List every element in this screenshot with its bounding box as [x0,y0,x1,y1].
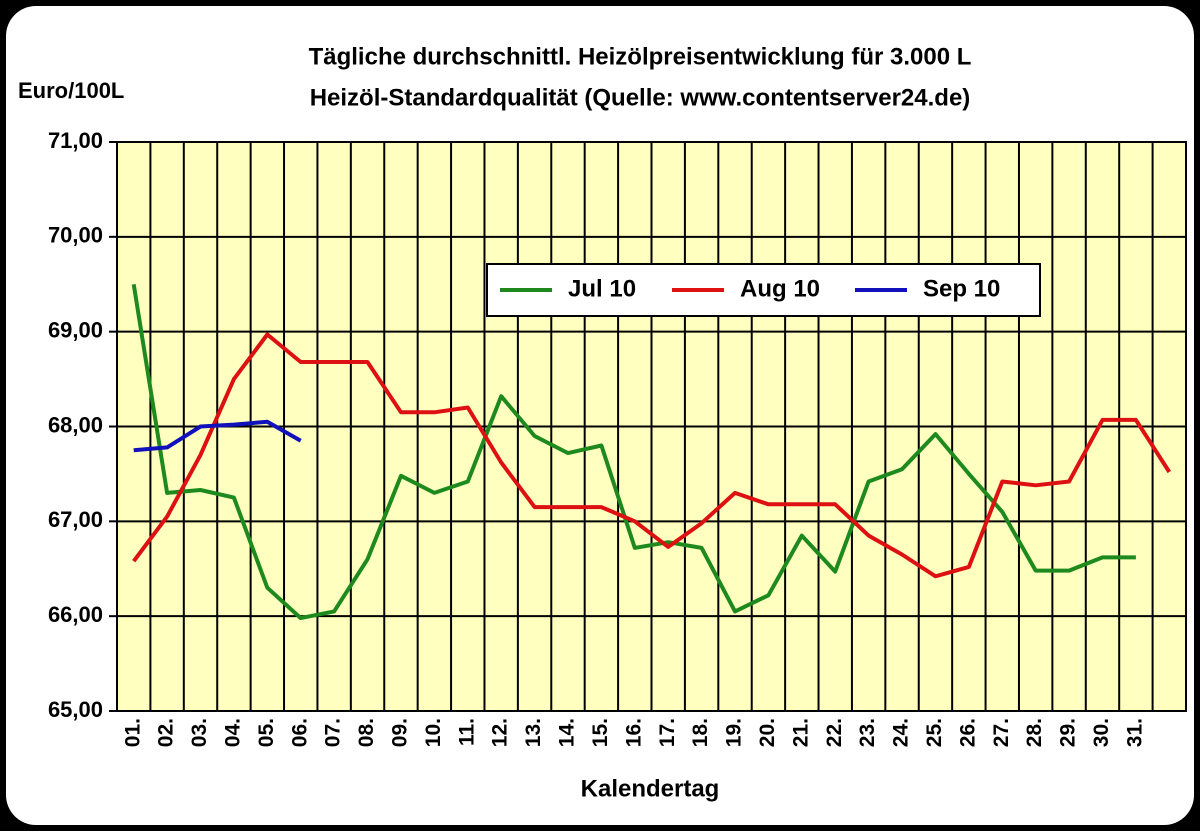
x-tick-label: 24. [890,718,913,747]
x-tick-label: 29. [1057,718,1080,747]
x-tick-label: 30. [1090,718,1113,747]
x-tick-label: 08. [355,718,378,747]
legend-label: Sep 10 [923,275,1000,302]
y-tick-label: 67,00 [48,507,103,532]
y-tick-label: 70,00 [48,223,103,248]
series-line [131,283,1136,621]
y-tick-label: 69,00 [48,317,103,342]
x-tick-label: 20. [756,718,779,747]
x-axis-title: Kalendertag [581,775,720,802]
x-tick-label: 22. [823,718,846,747]
x-tick-label: 04. [221,718,244,747]
x-tick-label: 03. [188,718,211,747]
x-tick-label: 17. [656,718,679,747]
x-tick-label: 11. [455,718,478,746]
x-tick-label: 12. [489,718,512,747]
plot-border [116,141,1187,712]
x-tick-label: 09. [389,718,412,747]
series-line [132,332,1171,579]
chart-title: Tägliche durchschnittl. Heizölpreisentwi… [309,43,972,70]
x-tick-label: 05. [255,718,278,747]
x-tick-label: 01. [121,718,144,747]
chart-subtitle: Heizöl-Standardqualität (Quelle: www.con… [310,84,971,111]
x-tick-label: 02. [155,718,178,747]
series-line [133,419,302,453]
x-tick-label: 16. [622,718,645,747]
x-tick-label: 18. [689,718,712,747]
x-tick-label: 28. [1023,718,1046,747]
x-tick-label: 23. [856,718,879,747]
legend-label: Jul 10 [568,275,636,302]
x-tick-label: 26. [956,718,979,747]
x-tick-label: 07. [322,718,345,747]
x-tick-label: 10. [422,718,445,747]
y-axis-title: Euro/100L [18,78,124,103]
x-tick-label: 06. [288,718,311,747]
y-tick-label: 68,00 [48,412,103,437]
x-tick-label: 31. [1123,718,1146,747]
legend-label: Aug 10 [740,275,820,302]
x-tick-label: 25. [923,718,946,747]
x-tick-label: 19. [723,718,746,747]
x-tick-label: 27. [990,718,1013,747]
legend: Jul 10 Aug 10 Sep 10 [486,263,1041,317]
x-tick-label: 14. [556,718,579,747]
y-tick-label: 65,00 [48,697,103,722]
x-tick-label: 13. [522,718,545,747]
y-tick-label: 66,00 [48,602,103,627]
x-tick-label: 21. [789,718,812,747]
x-tick-label: 15. [589,718,612,747]
legend-box [486,263,1041,317]
y-tick-label: 71,00 [48,128,103,153]
